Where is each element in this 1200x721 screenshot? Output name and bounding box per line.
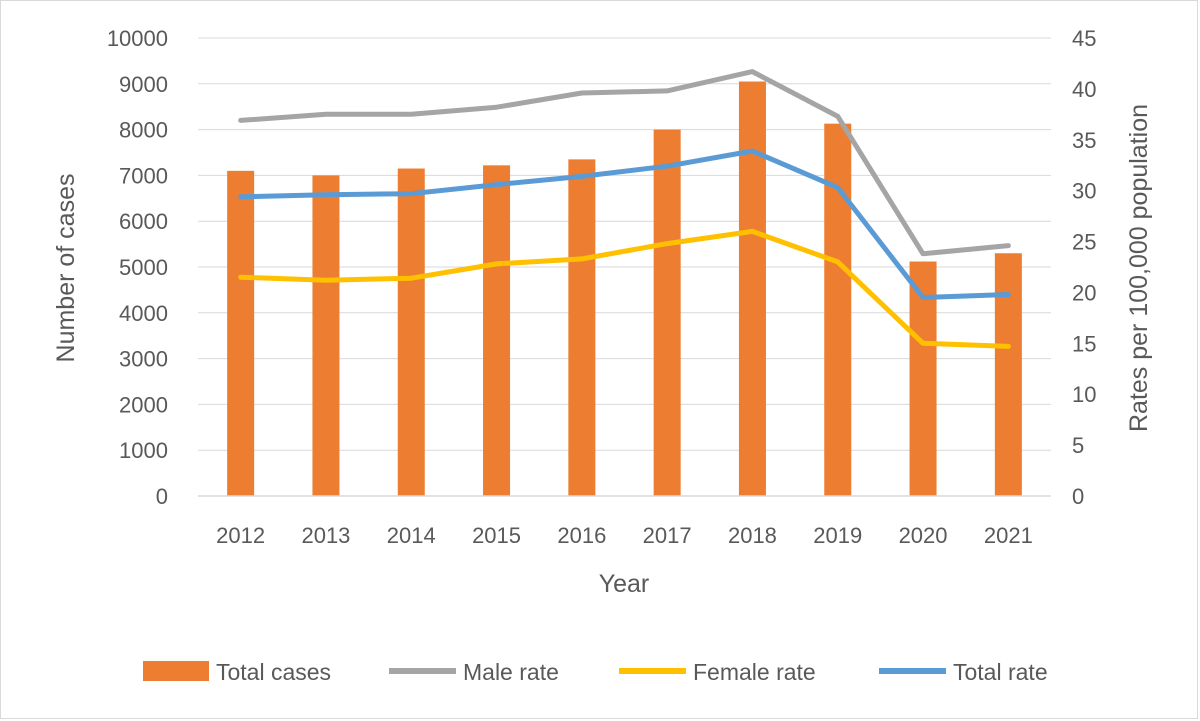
bar-total-cases-2015 xyxy=(483,165,511,496)
y-axis-left: 0 1000 2000 3000 4000 5000 6000 7000 8000 9000 100… xyxy=(107,26,168,509)
x-tick-label: 2018 xyxy=(728,523,777,548)
y-left-tick-label: 9000 xyxy=(119,72,168,97)
line-total-rate xyxy=(238,148,1011,300)
y-left-tick-label: 2000 xyxy=(119,392,168,417)
legend-label-total-rate: Total rate xyxy=(953,659,1048,685)
x-tick-label: 2021 xyxy=(984,523,1033,548)
y-right-tick-label: 20 xyxy=(1072,280,1096,305)
y-right-tick-label: 25 xyxy=(1072,230,1096,255)
y-axis-right-title: Rates per 100,000 population xyxy=(1125,104,1153,432)
gridlines xyxy=(198,37,1051,497)
bar-total-cases-2017 xyxy=(653,129,681,496)
line-male-rate xyxy=(238,69,1011,257)
legend-label-total-cases: Total cases xyxy=(216,659,331,685)
line-series xyxy=(238,69,1011,349)
bar-total-cases-2021 xyxy=(994,253,1022,496)
y-axis-right: 0 5 10 15 20 25 30 35 40 45 xyxy=(1072,26,1096,509)
bar-total-cases-2014 xyxy=(397,168,425,496)
x-tick-label: 2017 xyxy=(643,523,692,548)
x-tick-label: 2015 xyxy=(472,523,521,548)
bar-total-cases-2012 xyxy=(227,170,255,496)
y-right-tick-label: 45 xyxy=(1072,26,1096,51)
x-tick-label: 2012 xyxy=(216,523,265,548)
x-tick-label: 2013 xyxy=(301,523,350,548)
y-left-tick-label: 10000 xyxy=(107,26,168,51)
x-tick-label: 2020 xyxy=(899,523,948,548)
y-right-tick-label: 40 xyxy=(1072,77,1096,102)
legend-label-male-rate: Male rate xyxy=(463,659,559,685)
y-right-tick-label: 5 xyxy=(1072,433,1084,458)
y-left-tick-label: 8000 xyxy=(119,118,168,143)
legend: Total cases Male rate Female rate Total … xyxy=(143,659,1048,685)
y-left-tick-label: 1000 xyxy=(119,438,168,463)
legend-label-female-rate: Female rate xyxy=(693,659,816,685)
y-left-tick-label: 3000 xyxy=(119,347,168,372)
x-tick-label: 2016 xyxy=(557,523,606,548)
y-right-tick-label: 0 xyxy=(1072,484,1084,509)
bar-total-cases-2019 xyxy=(824,123,852,497)
y-right-tick-label: 15 xyxy=(1072,331,1096,356)
bar-total-cases-2013 xyxy=(312,175,340,496)
x-axis-title: Year xyxy=(599,570,650,598)
y-left-tick-label: 0 xyxy=(156,484,168,509)
y-right-tick-label: 35 xyxy=(1072,128,1096,153)
bar-total-cases-2020 xyxy=(909,261,937,496)
y-axis-left-title: Number of cases xyxy=(52,174,80,363)
bar-series-total-cases xyxy=(227,81,1022,497)
line-female-rate xyxy=(238,228,1011,349)
y-left-tick-label: 5000 xyxy=(119,255,168,280)
y-right-tick-label: 10 xyxy=(1072,382,1096,407)
x-tick-label: 2014 xyxy=(387,523,436,548)
bar-total-cases-2018 xyxy=(738,81,766,496)
y-right-tick-label: 30 xyxy=(1072,179,1096,204)
y-left-tick-label: 7000 xyxy=(119,163,168,188)
x-axis: 2012 2013 2014 2015 2016 2017 2018 2019 2020 2021 xyxy=(198,495,1051,548)
y-left-tick-label: 6000 xyxy=(119,209,168,234)
bar-total-cases-2016 xyxy=(568,159,596,496)
x-tick-label: 2019 xyxy=(813,523,862,548)
y-left-tick-label: 4000 xyxy=(119,301,168,326)
legend-swatch-total-cases xyxy=(143,661,209,681)
